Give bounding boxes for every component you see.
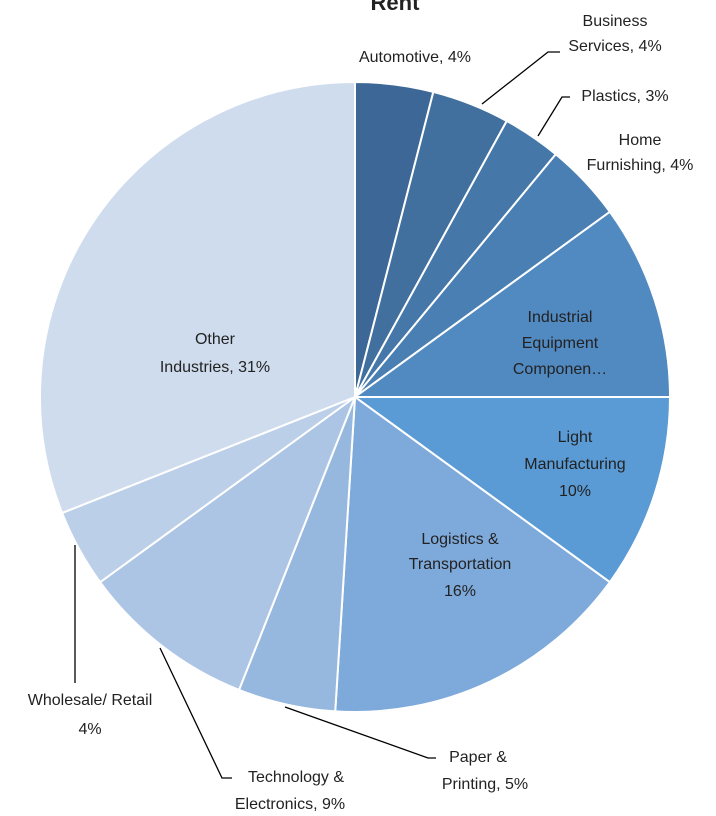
slice-label: Electronics, 9% (235, 796, 345, 813)
pie-slice (351, 210, 672, 398)
slice-label: Industries, 31% (160, 359, 270, 376)
pie-slice (98, 394, 358, 692)
pie-slice (351, 396, 672, 584)
slice-label: Plastics, 3% (581, 88, 668, 105)
slice-label: Technology & (248, 769, 344, 786)
slice-label: Logistics & (421, 531, 499, 548)
slice-label: Wholesale/ Retail (28, 692, 153, 709)
slice-label: 10% (559, 483, 591, 500)
slice-label: Transportation (409, 556, 512, 573)
chart-title: Rent (371, 0, 421, 15)
slice-label: Industrial (528, 309, 593, 326)
slice-label: Printing, 5% (442, 776, 528, 793)
slice-label: Equipment (522, 335, 599, 352)
slice-label: Light (558, 429, 593, 446)
slice-label: 4% (78, 721, 101, 738)
pie-slice (39, 80, 356, 515)
slice-label: Paper & (449, 749, 507, 766)
pie-slice (334, 395, 612, 713)
slice-label: Business (583, 13, 648, 30)
slice-label: Automotive, 4% (359, 49, 471, 66)
slice-label: 16% (444, 583, 476, 600)
slice-label: Componen… (513, 361, 607, 378)
leader-line (481, 51, 560, 105)
slice-label: Manufacturing (524, 456, 625, 473)
leader-line (284, 706, 436, 759)
slice-label: Furnishing, 4% (587, 157, 694, 174)
leader-line (159, 647, 232, 779)
leader-line (537, 96, 570, 137)
slice-label: Other (195, 331, 236, 348)
slice-label: Services, 4% (568, 38, 661, 55)
slice-label: Home (619, 132, 662, 149)
